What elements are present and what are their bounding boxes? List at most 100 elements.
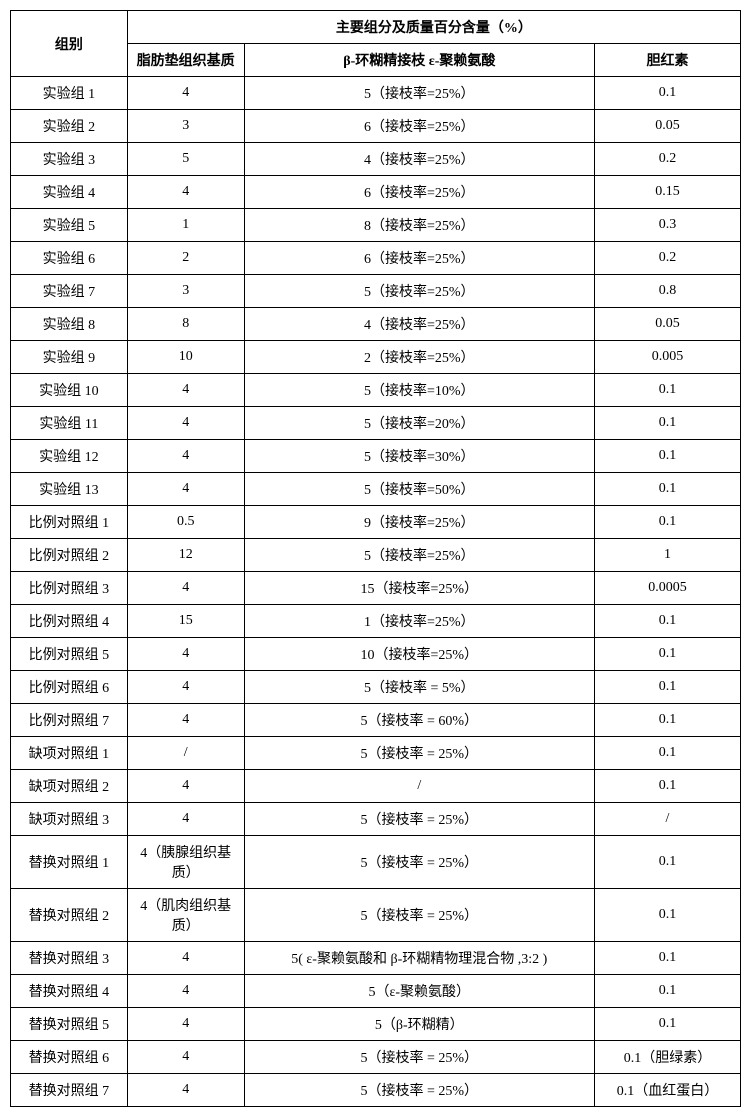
table-row: 替换对照组 24（肌肉组织基质）5（接枝率 = 25%）0.1 bbox=[11, 889, 741, 942]
cell-beta: 5（接枝率=30%） bbox=[244, 440, 594, 473]
cell-fat: 10 bbox=[127, 341, 244, 374]
table-row: 比例对照组 5410（接枝率=25%）0.1 bbox=[11, 638, 741, 671]
cell-bili: 0.1 bbox=[594, 473, 740, 506]
cell-group: 缺项对照组 1 bbox=[11, 737, 128, 770]
cell-fat: 4（肌肉组织基质） bbox=[127, 889, 244, 942]
cell-bili: 0.1 bbox=[594, 737, 740, 770]
cell-group: 实验组 11 bbox=[11, 407, 128, 440]
cell-group: 替换对照组 5 bbox=[11, 1008, 128, 1041]
cell-group: 比例对照组 5 bbox=[11, 638, 128, 671]
cell-fat: 4 bbox=[127, 1074, 244, 1107]
cell-beta: 9（接枝率=25%） bbox=[244, 506, 594, 539]
cell-bili: 0.05 bbox=[594, 110, 740, 143]
table-row: 比例对照组 745（接枝率 = 60%）0.1 bbox=[11, 704, 741, 737]
cell-group: 实验组 4 bbox=[11, 176, 128, 209]
cell-beta: 6（接枝率=25%） bbox=[244, 176, 594, 209]
cell-bili: 0.1（血红蛋白） bbox=[594, 1074, 740, 1107]
cell-bili: 1 bbox=[594, 539, 740, 572]
cell-group: 缺项对照组 3 bbox=[11, 803, 128, 836]
cell-group: 实验组 8 bbox=[11, 308, 128, 341]
cell-beta: 5（ε-聚赖氨酸） bbox=[244, 975, 594, 1008]
header-group: 组别 bbox=[11, 11, 128, 77]
table-row: 缺项对照组 1/5（接枝率 = 25%）0.1 bbox=[11, 737, 741, 770]
cell-bili: 0.3 bbox=[594, 209, 740, 242]
table-row: 实验组 1045（接枝率=10%）0.1 bbox=[11, 374, 741, 407]
cell-beta: 5( ε-聚赖氨酸和 β-环糊精物理混合物 ,3:2 ) bbox=[244, 942, 594, 975]
cell-beta: 5（接枝率=10%） bbox=[244, 374, 594, 407]
cell-fat: 4 bbox=[127, 975, 244, 1008]
table-row: 实验组 354（接枝率=25%）0.2 bbox=[11, 143, 741, 176]
cell-group: 实验组 7 bbox=[11, 275, 128, 308]
cell-group: 替换对照组 7 bbox=[11, 1074, 128, 1107]
cell-bili: 0.1 bbox=[594, 407, 740, 440]
cell-fat: 12 bbox=[127, 539, 244, 572]
table-row: 比例对照组 10.59（接枝率=25%）0.1 bbox=[11, 506, 741, 539]
cell-beta: 5（接枝率 = 25%） bbox=[244, 836, 594, 889]
cell-bili: 0.1 bbox=[594, 942, 740, 975]
cell-group: 替换对照组 2 bbox=[11, 889, 128, 942]
cell-bili: 0.1 bbox=[594, 770, 740, 803]
cell-bili: 0.0005 bbox=[594, 572, 740, 605]
cell-fat: 4 bbox=[127, 704, 244, 737]
cell-bili: 0.1 bbox=[594, 975, 740, 1008]
cell-fat: 4 bbox=[127, 803, 244, 836]
cell-group: 比例对照组 1 bbox=[11, 506, 128, 539]
cell-beta: 5（接枝率 = 25%） bbox=[244, 1041, 594, 1074]
header-fat: 脂肪垫组织基质 bbox=[127, 44, 244, 77]
cell-group: 替换对照组 3 bbox=[11, 942, 128, 975]
cell-bili: 0.1 bbox=[594, 836, 740, 889]
cell-bili: 0.2 bbox=[594, 143, 740, 176]
cell-beta: 6（接枝率=25%） bbox=[244, 242, 594, 275]
cell-fat: 3 bbox=[127, 110, 244, 143]
cell-fat: 4 bbox=[127, 770, 244, 803]
cell-fat: 3 bbox=[127, 275, 244, 308]
cell-bili: 0.05 bbox=[594, 308, 740, 341]
cell-bili: 0.2 bbox=[594, 242, 740, 275]
table-row: 实验组 1345（接枝率=50%）0.1 bbox=[11, 473, 741, 506]
cell-fat: 15 bbox=[127, 605, 244, 638]
table-row: 实验组 446（接枝率=25%）0.15 bbox=[11, 176, 741, 209]
cell-beta: 2（接枝率=25%） bbox=[244, 341, 594, 374]
table-row: 实验组 626（接枝率=25%）0.2 bbox=[11, 242, 741, 275]
cell-bili: 0.8 bbox=[594, 275, 740, 308]
table-row: 实验组 1145（接枝率=20%）0.1 bbox=[11, 407, 741, 440]
cell-bili: 0.1 bbox=[594, 704, 740, 737]
cell-fat: 4（胰腺组织基质） bbox=[127, 836, 244, 889]
table-row: 替换对照组 14（胰腺组织基质）5（接枝率 = 25%）0.1 bbox=[11, 836, 741, 889]
cell-bili: 0.1 bbox=[594, 638, 740, 671]
cell-bili: 0.1 bbox=[594, 374, 740, 407]
cell-beta: 5（接枝率 = 60%） bbox=[244, 704, 594, 737]
cell-beta: 5（接枝率 = 25%） bbox=[244, 1074, 594, 1107]
cell-group: 比例对照组 7 bbox=[11, 704, 128, 737]
table-row: 比例对照组 4151（接枝率=25%）0.1 bbox=[11, 605, 741, 638]
table-row: 实验组 884（接枝率=25%）0.05 bbox=[11, 308, 741, 341]
cell-group: 实验组 1 bbox=[11, 77, 128, 110]
cell-fat: 4 bbox=[127, 572, 244, 605]
table-row: 替换对照组 745（接枝率 = 25%）0.1（血红蛋白） bbox=[11, 1074, 741, 1107]
cell-fat: 4 bbox=[127, 77, 244, 110]
cell-beta: 5（β-环糊精） bbox=[244, 1008, 594, 1041]
table-row: 缺项对照组 24/0.1 bbox=[11, 770, 741, 803]
table-row: 替换对照组 345( ε-聚赖氨酸和 β-环糊精物理混合物 ,3:2 )0.1 bbox=[11, 942, 741, 975]
table-row: 比例对照组 645（接枝率 = 5%）0.1 bbox=[11, 671, 741, 704]
cell-beta: 5（接枝率 = 25%） bbox=[244, 889, 594, 942]
table-row: 实验组 236（接枝率=25%）0.05 bbox=[11, 110, 741, 143]
cell-bili: 0.005 bbox=[594, 341, 740, 374]
cell-beta: 5（接枝率=20%） bbox=[244, 407, 594, 440]
cell-fat: / bbox=[127, 737, 244, 770]
cell-beta: 15（接枝率=25%） bbox=[244, 572, 594, 605]
cell-group: 替换对照组 6 bbox=[11, 1041, 128, 1074]
cell-bili: 0.1 bbox=[594, 440, 740, 473]
cell-beta: 5（接枝率=25%） bbox=[244, 77, 594, 110]
cell-fat: 4 bbox=[127, 671, 244, 704]
cell-beta: 5（接枝率=50%） bbox=[244, 473, 594, 506]
cell-beta: 6（接枝率=25%） bbox=[244, 110, 594, 143]
cell-beta: 5（接枝率=25%） bbox=[244, 539, 594, 572]
cell-group: 缺项对照组 2 bbox=[11, 770, 128, 803]
cell-fat: 4 bbox=[127, 374, 244, 407]
cell-group: 比例对照组 3 bbox=[11, 572, 128, 605]
table-row: 实验组 145（接枝率=25%）0.1 bbox=[11, 77, 741, 110]
table-body: 实验组 145（接枝率=25%）0.1实验组 236（接枝率=25%）0.05实… bbox=[11, 77, 741, 1107]
cell-fat: 2 bbox=[127, 242, 244, 275]
table-row: 比例对照组 3415（接枝率=25%）0.0005 bbox=[11, 572, 741, 605]
